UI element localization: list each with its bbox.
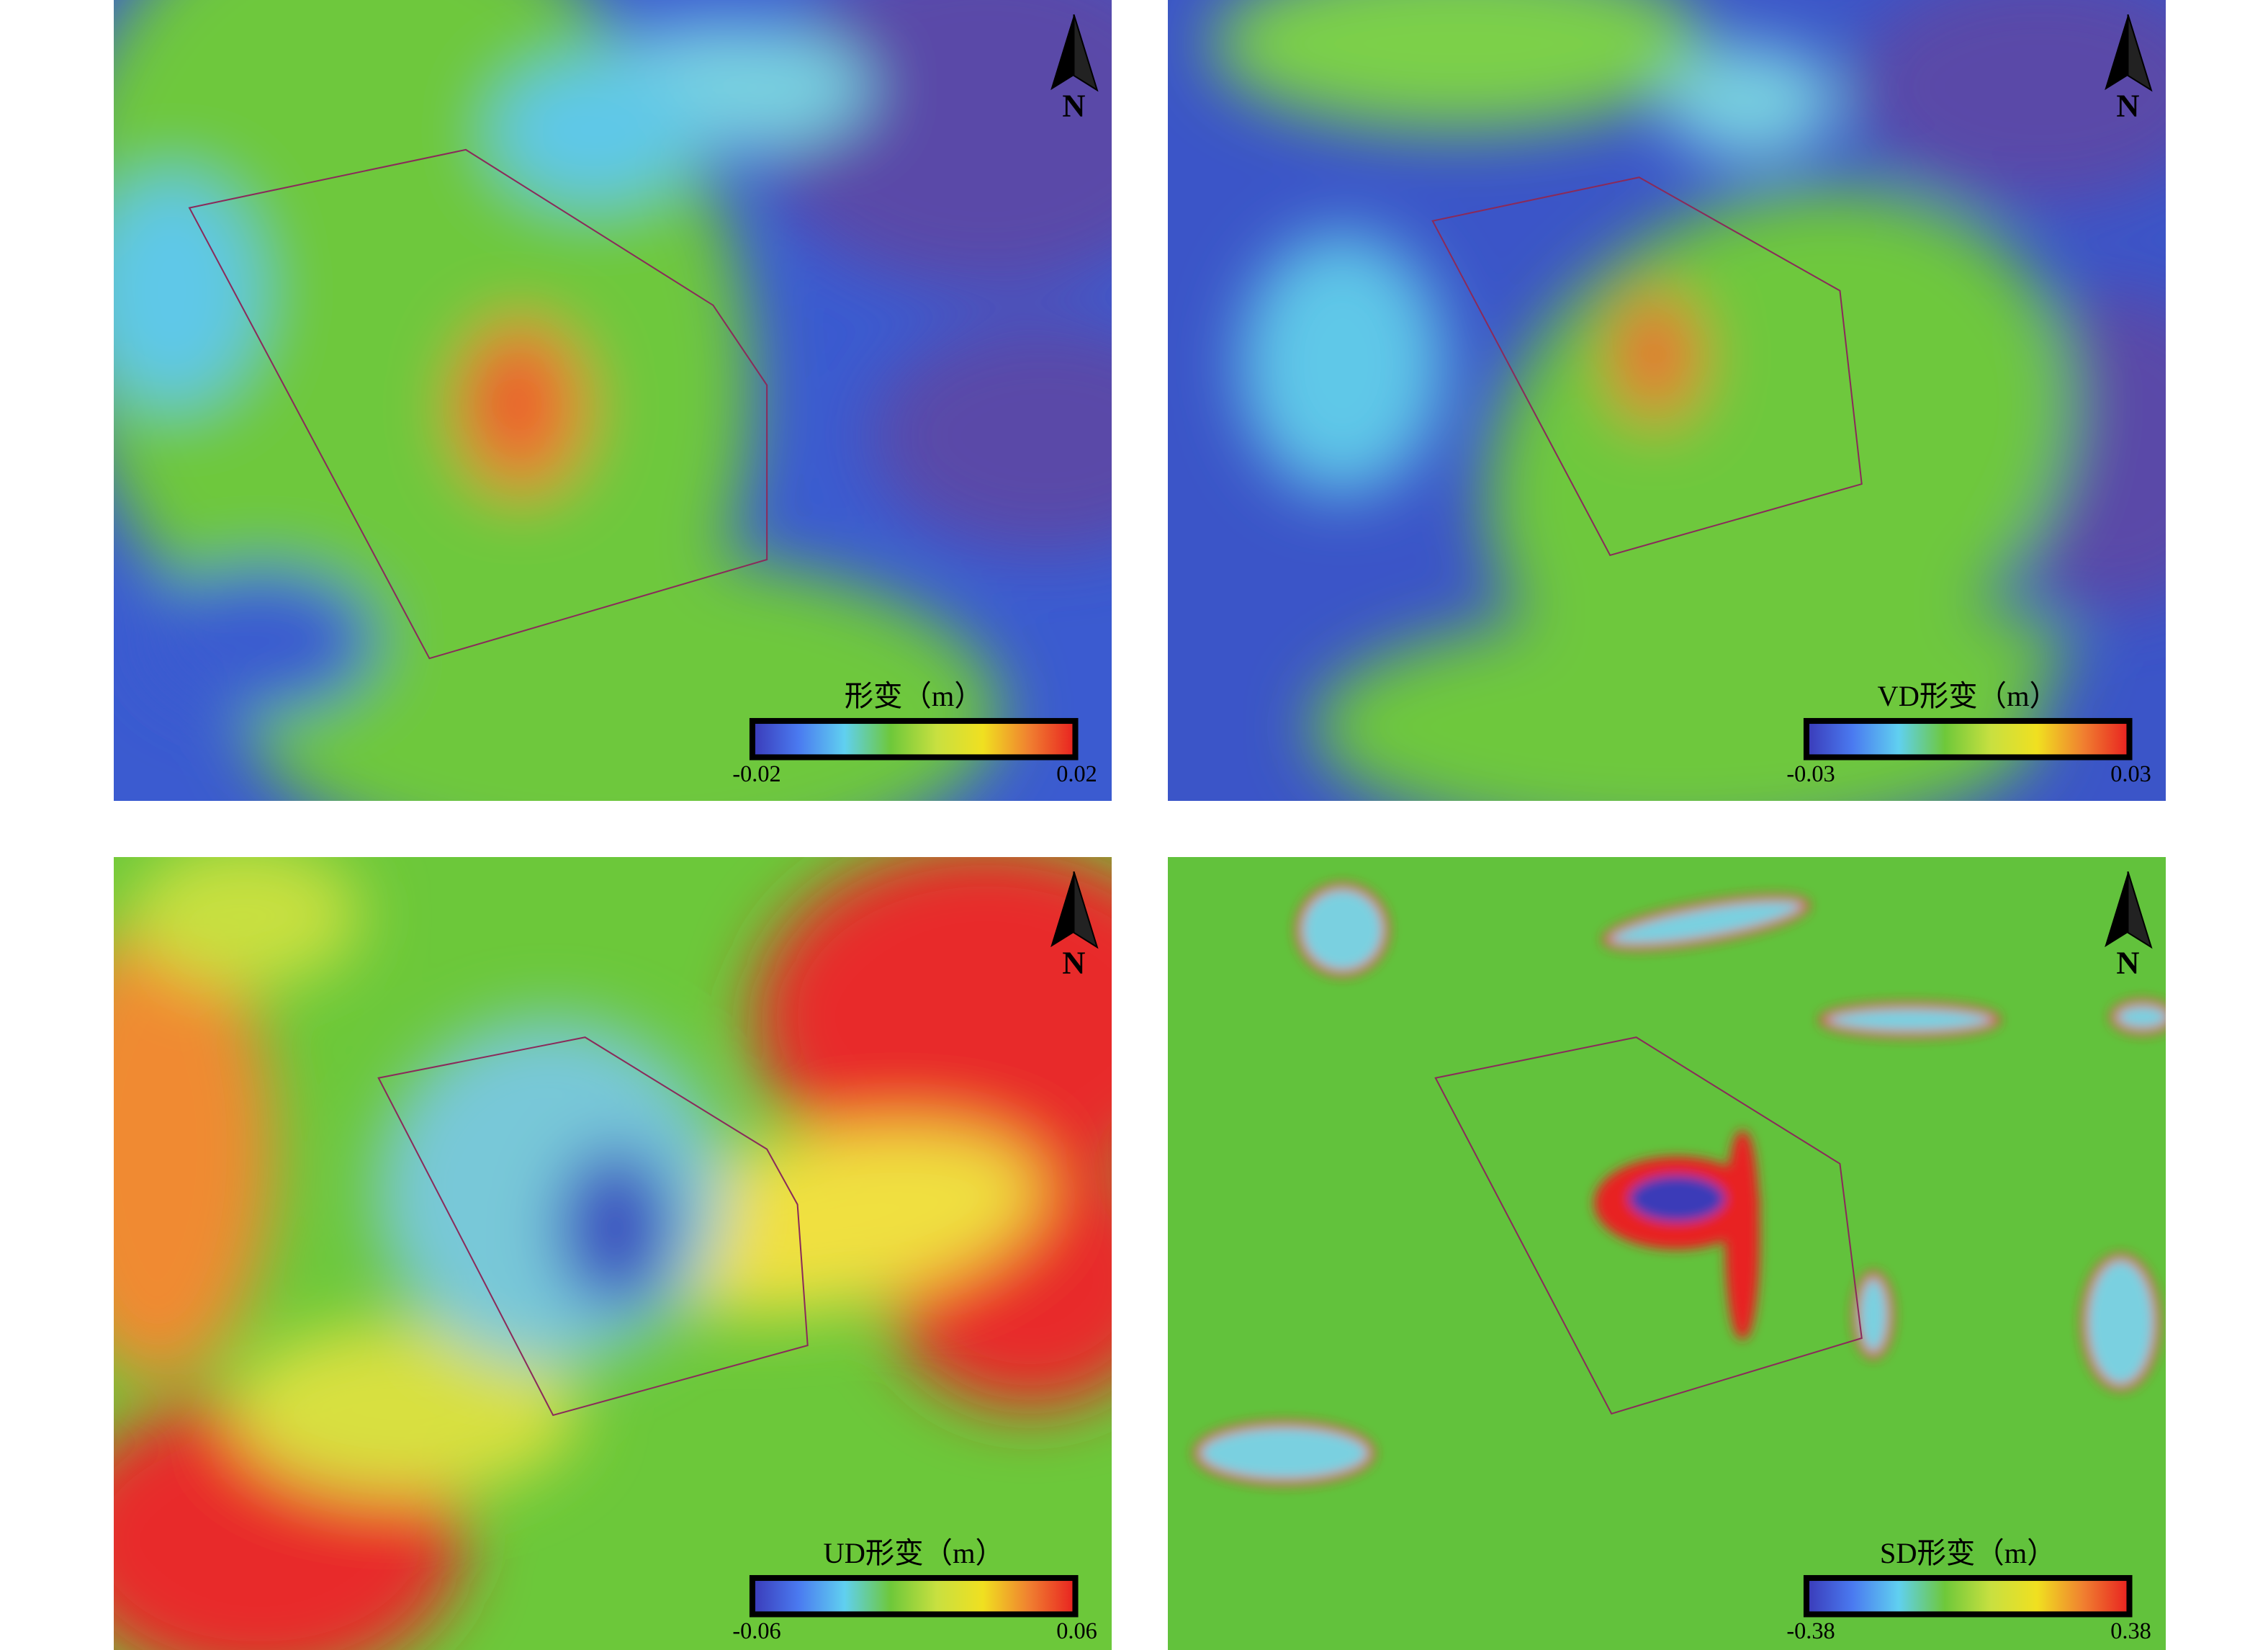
legend-min: -0.06 (732, 1618, 780, 1644)
map-region (1194, 1421, 1374, 1485)
map-region (1724, 1130, 1760, 1340)
map-region (477, 349, 541, 451)
legend-max: 0.02 (1056, 761, 1097, 786)
legend-min: -0.03 (1786, 761, 1835, 786)
map-texture (114, 0, 1112, 801)
north-arrow (1073, 14, 1099, 92)
legend-min: -0.02 (732, 761, 780, 786)
map-region (1662, 43, 1837, 160)
study-area-outline (188, 148, 768, 660)
legend-title: 形变（m） (845, 680, 984, 712)
north-label: N (2116, 88, 2139, 124)
legend-title: SD形变（m） (1880, 1537, 2056, 1569)
map-region (1626, 312, 1670, 385)
map-region (870, 320, 1112, 552)
legend-min: -0.38 (1786, 1618, 1835, 1644)
map-panel: N UD形变（m） -0.06 0.06 (114, 857, 1112, 1650)
map-region (1603, 895, 1809, 951)
map-region (754, 857, 1112, 1192)
legend-title: VD形变（m） (1878, 680, 2058, 712)
map-region (492, 58, 696, 204)
map-region (230, 1322, 580, 1497)
north-label: N (1062, 88, 1085, 124)
map-panel: N SD形变（m） -0.38 0.38 (1168, 857, 2166, 1650)
map-region (114, 915, 274, 1381)
colorbar (749, 1574, 1079, 1618)
legend-max: 0.06 (1056, 1618, 1097, 1644)
map-panel: N 形变（m） -0.02 0.02 (114, 0, 1112, 801)
north-arrow (2127, 871, 2153, 949)
map-region (1295, 883, 1390, 977)
north-arrow (1050, 14, 1074, 91)
colorbar (1803, 717, 2133, 761)
study-area-outline (377, 1036, 809, 1417)
map-region (114, 174, 260, 408)
north-arrow (2105, 14, 2128, 91)
map-region (128, 857, 361, 988)
legend-max: 0.03 (2110, 761, 2151, 786)
map-region (1895, 610, 2070, 698)
map-region (375, 1016, 725, 1366)
map-region (2110, 999, 2166, 1035)
north-label: N (2116, 945, 2139, 981)
colorbar (749, 717, 1079, 761)
north-arrow (2105, 871, 2128, 948)
legend-max: 0.38 (2110, 1618, 2151, 1644)
map-region (1241, 232, 1444, 495)
legend-title: UD形变（m） (824, 1537, 1004, 1569)
map-region (1819, 1002, 2000, 1038)
map-background (1168, 857, 2166, 1650)
north-arrow (1073, 871, 1099, 949)
map-region (2081, 1253, 2160, 1391)
colorbar (1803, 1574, 2133, 1618)
north-arrow (2127, 14, 2153, 92)
study-area-outline (1431, 176, 1863, 557)
map-region (143, 567, 376, 712)
north-label: N (1062, 945, 1085, 981)
study-area-outline (1434, 1036, 1863, 1415)
map-region (557, 1147, 674, 1308)
map-region (1623, 1169, 1731, 1228)
map-region (1853, 1271, 1894, 1359)
map-region (1851, 0, 2166, 204)
map-texture (1194, 883, 2166, 1485)
map-texture (114, 857, 1112, 1650)
map-panel: N VD形变（m） -0.03 0.03 (1168, 0, 2166, 801)
map-region (1211, 0, 1706, 131)
